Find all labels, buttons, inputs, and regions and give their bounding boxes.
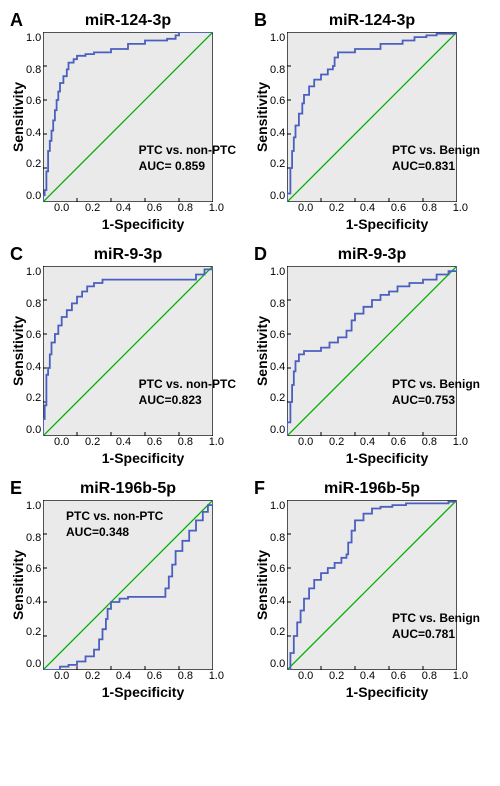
panel-A: AmiR-124-3p Sensitivity1.00.80.60.40.20.0… bbox=[10, 10, 246, 232]
x-axis-label: 1-Specificity bbox=[284, 684, 490, 700]
x-ticks: 0.00.20.40.60.81.0 bbox=[54, 202, 224, 214]
panel-label: D bbox=[254, 244, 267, 265]
roc-plot bbox=[287, 266, 457, 436]
x-axis-label: 1-Specificity bbox=[284, 450, 490, 466]
y-axis-label: Sensitivity bbox=[10, 82, 26, 152]
y-axis-label: Sensitivity bbox=[10, 550, 26, 620]
y-axis-label: Sensitivity bbox=[254, 82, 270, 152]
roc-plot bbox=[287, 32, 457, 202]
panel-title: miR-196b-5p bbox=[10, 480, 246, 498]
auc-annotation: PTC vs. Benign AUC=0.753 bbox=[392, 376, 480, 408]
auc-annotation: PTC vs. Benign AUC=0.831 bbox=[392, 142, 480, 174]
panel-title: miR-124-3p bbox=[254, 12, 490, 30]
x-axis-label: 1-Specificity bbox=[284, 216, 490, 232]
panel-title: miR-9-3p bbox=[10, 246, 246, 264]
y-ticks: 1.00.80.60.40.20.0 bbox=[270, 32, 287, 202]
y-ticks: 1.00.80.60.40.20.0 bbox=[270, 266, 287, 436]
x-ticks: 0.00.20.40.60.81.0 bbox=[54, 670, 224, 682]
y-axis-label: Sensitivity bbox=[254, 550, 270, 620]
auc-annotation: PTC vs. non-PTC AUC=0.823 bbox=[139, 376, 236, 408]
roc-plot bbox=[43, 266, 213, 436]
y-ticks: 1.00.80.60.40.20.0 bbox=[26, 500, 43, 670]
panel-label: A bbox=[10, 10, 23, 31]
panel-title: miR-124-3p bbox=[10, 12, 246, 30]
panel-label: B bbox=[254, 10, 267, 31]
panel-F: FmiR-196b-5p Sensitivity1.00.80.60.40.20.… bbox=[254, 478, 490, 700]
y-ticks: 1.00.80.60.40.20.0 bbox=[270, 500, 287, 670]
x-axis-label: 1-Specificity bbox=[40, 684, 246, 700]
panel-C: CmiR-9-3p Sensitivity1.00.80.60.40.20.0 0.… bbox=[10, 244, 246, 466]
roc-plot bbox=[43, 32, 213, 202]
x-ticks: 0.00.20.40.60.81.0 bbox=[298, 202, 468, 214]
panel-D: DmiR-9-3p Sensitivity1.00.80.60.40.20.0 0.… bbox=[254, 244, 490, 466]
x-axis-label: 1-Specificity bbox=[40, 450, 246, 466]
panel-B: BmiR-124-3p Sensitivity1.00.80.60.40.20.0… bbox=[254, 10, 490, 232]
panel-title: miR-9-3p bbox=[254, 246, 490, 264]
x-ticks: 0.00.20.40.60.81.0 bbox=[298, 436, 468, 448]
y-axis-label: Sensitivity bbox=[254, 316, 270, 386]
panel-label: F bbox=[254, 478, 265, 499]
y-ticks: 1.00.80.60.40.20.0 bbox=[26, 32, 43, 202]
y-axis-label: Sensitivity bbox=[10, 316, 26, 386]
panel-label: C bbox=[10, 244, 23, 265]
roc-plot bbox=[287, 500, 457, 670]
panel-label: E bbox=[10, 478, 22, 499]
panel-title: miR-196b-5p bbox=[254, 480, 490, 498]
x-axis-label: 1-Specificity bbox=[40, 216, 246, 232]
x-ticks: 0.00.20.40.60.81.0 bbox=[54, 436, 224, 448]
x-ticks: 0.00.20.40.60.81.0 bbox=[298, 670, 468, 682]
auc-annotation: PTC vs. non-PTC AUC= 0.859 bbox=[139, 142, 236, 174]
auc-annotation: PTC vs. non-PTC AUC=0.348 bbox=[66, 508, 163, 540]
auc-annotation: PTC vs. Benign AUC=0.781 bbox=[392, 610, 480, 642]
y-ticks: 1.00.80.60.40.20.0 bbox=[26, 266, 43, 436]
panel-E: EmiR-196b-5p Sensitivity1.00.80.60.40.20.… bbox=[10, 478, 246, 700]
